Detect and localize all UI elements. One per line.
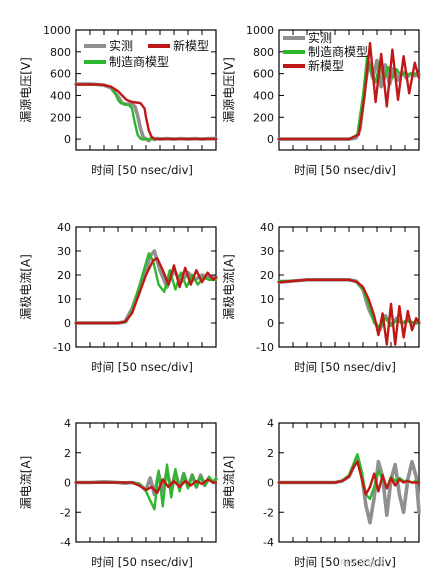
x-axis-label-3: 时间 [50 nsec/div] (91, 360, 193, 374)
y-tick-label-1: 600 (50, 68, 71, 81)
watermark: 电子发烧友 (340, 559, 386, 569)
y-tick-label-6: 2 (267, 447, 274, 460)
y-tick-label-1: 0 (64, 133, 71, 146)
y-axis-label-6: 漏电流[A] (222, 456, 236, 510)
y-tick-label-1: 1000 (43, 24, 71, 37)
y-axis-label-1: 漏源电压[V] (19, 57, 33, 123)
y-tick-label-4: 30 (260, 245, 274, 258)
y-tick-label-3: 30 (57, 245, 71, 258)
y-tick-label-6: -4 (263, 536, 274, 549)
y-tick-label-3: 10 (57, 293, 71, 306)
x-axis-label-1: 时间 [50 nsec/div] (91, 163, 193, 177)
series-line-new_model-5 (74, 478, 218, 495)
series-line-new_model-3 (74, 257, 218, 325)
y-axis-label-4: 漏极电流[A] (222, 254, 236, 320)
legend-label-measured-1: 实测 (109, 38, 133, 53)
y-tick-label-5: 2 (64, 447, 71, 460)
x-axis-label-6: 时间 [50 nsec/div] (294, 555, 396, 569)
y-tick-label-5: -2 (60, 506, 71, 519)
y-tick-label-5: 0 (64, 477, 71, 490)
x-axis-label-2: 时间 [50 nsec/div] (294, 163, 396, 177)
y-tick-label-3: 40 (57, 221, 71, 234)
plot-frame-3 (75, 226, 217, 348)
y-tick-label-2: 200 (253, 111, 274, 124)
y-tick-label-3: -10 (53, 341, 71, 354)
y-axis-label-2: 漏源电压[V] (222, 57, 236, 123)
y-tick-label-5: -4 (60, 536, 71, 549)
legend-label-manufacturer-2: 制造商模型 (308, 44, 368, 59)
y-tick-label-2: 800 (253, 46, 274, 59)
y-tick-label-1: 200 (50, 111, 71, 124)
y-axis-label-5: 漏电流[A] (19, 456, 33, 510)
series-line-new_model-6 (277, 460, 421, 496)
y-tick-label-5: 4 (64, 417, 71, 430)
legend-label-manufacturer-1: 制造商模型 (109, 54, 169, 69)
y-tick-label-2: 1000 (246, 24, 274, 37)
series-line-manufacturer-3 (74, 252, 218, 325)
y-tick-label-4: -10 (256, 341, 274, 354)
series-line-new_model-1 (74, 83, 218, 141)
y-tick-label-4: 0 (267, 317, 274, 330)
series-line-measured-6 (277, 456, 421, 525)
x-axis-label-4: 时间 [50 nsec/div] (294, 360, 396, 374)
y-tick-label-4: 20 (260, 269, 274, 282)
y-tick-label-6: 4 (267, 417, 274, 430)
legend-label-new_model-2: 新模型 (308, 58, 344, 73)
series-line-new_model-4 (277, 278, 421, 346)
y-tick-label-3: 20 (57, 269, 71, 282)
legend-label-new_model-1: 新模型 (173, 38, 209, 53)
series-line-new_model-2 (277, 41, 421, 141)
y-tick-label-1: 400 (50, 89, 71, 102)
y-tick-label-4: 10 (260, 293, 274, 306)
y-tick-label-2: 0 (267, 133, 274, 146)
y-tick-label-6: -2 (263, 506, 274, 519)
y-tick-label-2: 600 (253, 68, 274, 81)
y-tick-label-1: 800 (50, 46, 71, 59)
y-tick-label-3: 0 (64, 317, 71, 330)
y-tick-label-4: 40 (260, 221, 274, 234)
legend-label-measured-2: 实测 (308, 30, 332, 45)
y-tick-label-6: 0 (267, 477, 274, 490)
y-tick-label-2: 400 (253, 89, 274, 102)
x-axis-label-5: 时间 [50 nsec/div] (91, 555, 193, 569)
y-axis-label-3: 漏极电流[A] (19, 254, 33, 320)
